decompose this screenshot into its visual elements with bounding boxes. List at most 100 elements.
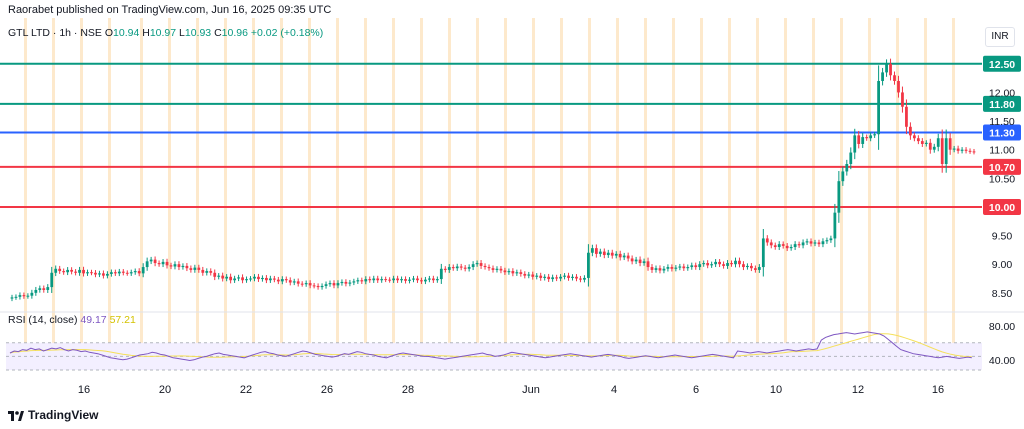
candle-body <box>964 149 968 151</box>
candle-body <box>726 263 729 266</box>
candle-body <box>626 255 630 259</box>
candle-body <box>435 279 439 281</box>
session-stripe <box>560 18 563 370</box>
candle-body <box>352 281 356 283</box>
candle-body <box>443 268 447 270</box>
candle-body <box>451 267 455 269</box>
session-stripe <box>476 18 479 370</box>
candle-body <box>678 266 682 268</box>
candle-body <box>280 279 284 282</box>
rsi-ma-line <box>9 333 972 358</box>
candle-body <box>288 280 292 283</box>
rsi-legend[interactable]: RSI (14, close) 49.17 57.21 <box>8 314 136 326</box>
candle-body <box>551 277 555 280</box>
session-stripe <box>532 18 535 370</box>
currency-button[interactable]: INR <box>985 27 1015 47</box>
candle-body <box>718 261 721 265</box>
level-label-12.50: 12.50 <box>989 59 1015 71</box>
publisher-caption: Raorabet published on TradingView.com, J… <box>8 4 332 16</box>
candle-body <box>650 267 654 270</box>
candle-body <box>424 279 427 282</box>
candle-body <box>734 260 737 265</box>
candle-body <box>646 261 650 268</box>
session-stripe <box>108 18 111 370</box>
candle-body <box>932 146 936 150</box>
session-stripe <box>616 18 619 370</box>
candle-body <box>905 106 908 127</box>
time-tick-label: 16 <box>78 384 90 396</box>
candle-body <box>622 255 626 258</box>
candle-body <box>948 138 952 150</box>
candle-body <box>304 283 308 285</box>
candle-body <box>940 138 944 164</box>
candle-body <box>519 272 523 274</box>
candle-body <box>742 264 745 268</box>
candlestick-series <box>10 58 976 302</box>
tradingview-brand[interactable]: TradingView <box>8 408 98 422</box>
session-stripe <box>140 18 143 370</box>
time-tick-label: 20 <box>159 384 171 396</box>
candle-body <box>849 152 853 164</box>
session-stripe <box>728 18 731 370</box>
candle-body <box>936 138 940 147</box>
candle-body <box>877 80 880 135</box>
candle-body <box>928 142 932 150</box>
candle-body <box>392 278 396 281</box>
session-stripe <box>756 18 759 370</box>
candle-body <box>944 138 948 164</box>
symbol-legend[interactable]: GTL LTD · 1h · NSE O10.94 H10.97 L10.93 … <box>8 27 323 39</box>
candle-body <box>177 264 181 268</box>
low-value: 10.93 <box>184 27 212 39</box>
level-tag-12.50 <box>983 55 1021 72</box>
candle-body <box>117 271 121 274</box>
session-stripe <box>364 18 367 370</box>
candle-body <box>809 241 813 244</box>
candle-body <box>706 263 710 266</box>
candle-body <box>801 242 805 246</box>
candle-body <box>598 251 602 254</box>
candle-body <box>881 72 884 81</box>
candle-body <box>702 263 706 265</box>
candle-body <box>606 252 610 256</box>
candle-body <box>746 265 749 268</box>
candle-body <box>308 283 312 286</box>
candle-body <box>153 259 157 264</box>
candle-body <box>30 292 34 296</box>
candle-body <box>710 264 714 266</box>
candle-body <box>857 135 861 144</box>
candle-body <box>372 278 376 281</box>
candle-body <box>563 275 566 277</box>
candle-body <box>447 267 451 270</box>
candle-body <box>909 126 912 136</box>
time-tick-label: 6 <box>693 384 699 396</box>
candle-body <box>332 283 336 286</box>
candle-body <box>833 212 837 239</box>
candle-body <box>221 275 225 279</box>
session-stripe <box>644 18 647 370</box>
candle-body <box>618 253 622 258</box>
session-stripe <box>420 18 423 370</box>
session-stripe <box>784 18 787 370</box>
session-stripe <box>672 18 675 370</box>
time-axis: 16 20 22 26 28 Jun 4 6 10 12 16 <box>78 384 944 396</box>
session-stripe <box>308 18 311 370</box>
candle-body <box>241 277 244 281</box>
symbol-name: GTL LTD · 1h · NSE <box>8 27 102 39</box>
candle-body <box>602 251 606 256</box>
candle-body <box>46 287 50 290</box>
candle-body <box>38 288 42 290</box>
rsi-pane: 80.00 40.00 <box>6 321 1015 371</box>
candle-body <box>292 281 296 283</box>
candle-body <box>686 267 690 269</box>
rsi-scale-label: 80.00 <box>989 321 1015 333</box>
candle-body <box>674 267 678 269</box>
session-stripe <box>52 18 55 370</box>
session-stripe <box>24 18 27 370</box>
candle-body <box>781 244 785 246</box>
candle-body <box>972 151 976 153</box>
candle-body <box>968 150 972 152</box>
candle-body <box>670 267 674 269</box>
candle-body <box>34 289 38 293</box>
close-value: 10.96 <box>221 27 248 39</box>
